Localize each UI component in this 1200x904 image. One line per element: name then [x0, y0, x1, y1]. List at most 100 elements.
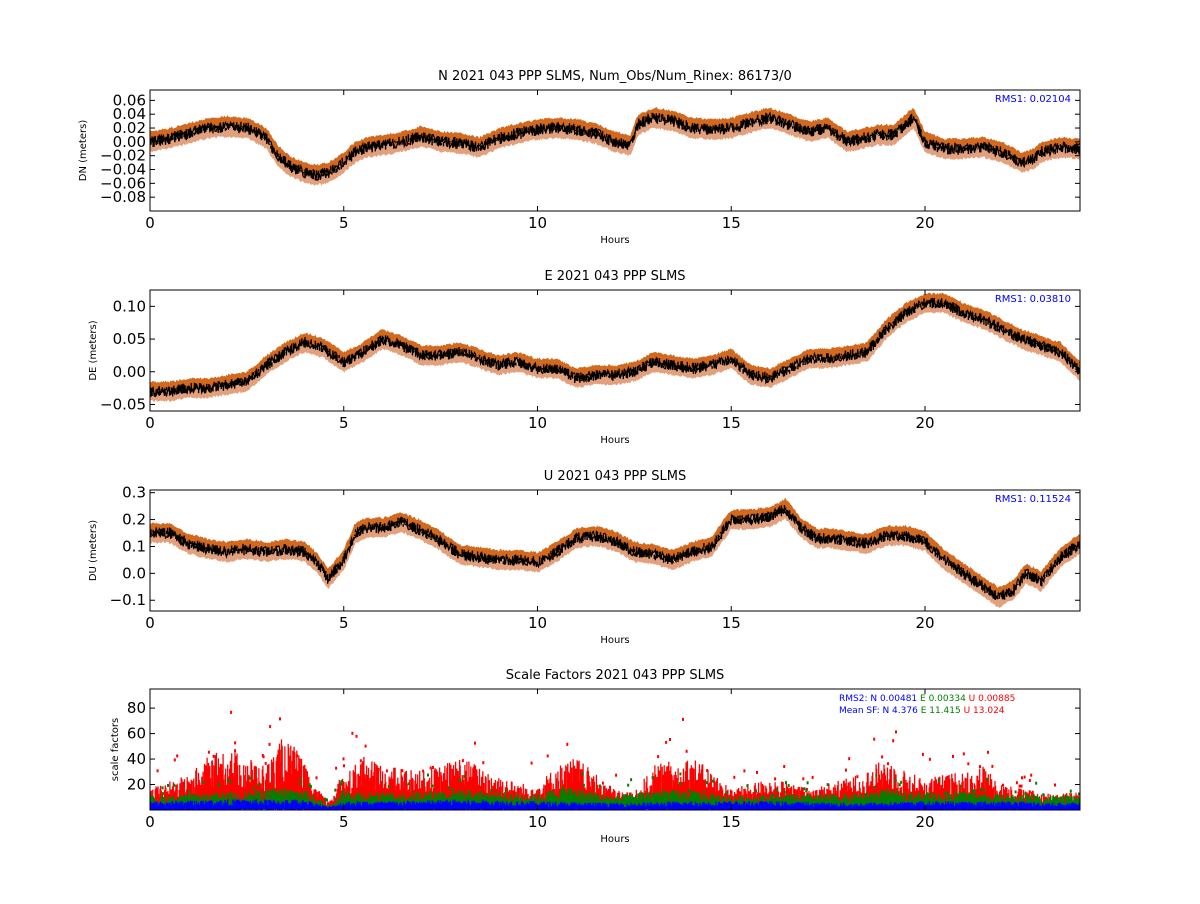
series-E-point	[1069, 789, 1072, 793]
series-U-point	[756, 771, 758, 774]
legend-entry: E 0.00334	[917, 694, 966, 704]
series-E-point	[1078, 792, 1080, 796]
series-U-point	[743, 769, 746, 773]
y-axis: 0.3 0.2 0.1 0.0 −0.1 DU (meters)	[88, 484, 1080, 609]
series-E-point	[983, 788, 985, 792]
series-U-point	[657, 755, 660, 759]
series-U-point	[156, 769, 159, 773]
x-tick-label: 10	[528, 614, 547, 632]
series-E-point	[973, 789, 976, 793]
series-E-point	[679, 782, 681, 785]
position-line	[150, 111, 1080, 181]
series-U-point	[682, 717, 684, 721]
series-E-point	[703, 790, 706, 794]
series-N	[150, 799, 1080, 810]
x-axis: 0 5 10 15 20 Hours	[145, 689, 935, 845]
series-E-point	[900, 780, 903, 784]
series-E-point	[986, 777, 988, 781]
series-U-point	[432, 766, 434, 769]
y-axis: 80 60 40 20 scale factors	[110, 699, 1080, 794]
y-tick-label: −0.08	[100, 188, 146, 206]
series-E-point	[188, 790, 190, 794]
series-E-point	[427, 773, 429, 777]
series-E-point	[746, 784, 749, 788]
y-tick-label: 0.05	[113, 330, 146, 348]
x-tick-label: 0	[145, 214, 155, 232]
series-U-point	[1030, 773, 1033, 777]
legend-entry: RMS2: N 0.00481	[839, 694, 917, 704]
x-axis-label: Hours	[600, 635, 629, 646]
y-axis: 0.060.040.020.00−0.02−0.04−0.06−0.08 DN (…	[78, 91, 1080, 206]
series-E-point	[340, 779, 343, 783]
series-U-point	[355, 734, 358, 738]
y-tick-label: 0.00	[113, 133, 146, 151]
series-E-point	[1024, 792, 1027, 796]
y-tick-label: 0.10	[113, 297, 146, 315]
subplot-4: 0 5 10 15 20 Hours 80 60 40 20 scale factors Scale …	[110, 668, 1081, 845]
y-axis-label: DU (meters)	[88, 520, 99, 581]
series-U-point	[845, 768, 847, 772]
legend-entry: U 13.024	[961, 706, 1005, 716]
series-E-point	[755, 789, 757, 793]
series-E-point	[407, 782, 410, 786]
series-E-point	[463, 774, 466, 778]
series-U-point	[774, 777, 777, 781]
y-tick-label: 0.0	[122, 564, 146, 582]
x-tick-label: 5	[339, 214, 349, 232]
series-U-point	[991, 764, 994, 768]
series-U-point	[665, 740, 668, 744]
plot-area	[150, 497, 1080, 608]
series-E-point	[459, 778, 462, 782]
series-U-point	[343, 764, 345, 768]
x-tick-label: 10	[528, 414, 547, 432]
series-U-point	[269, 725, 272, 729]
series-U-point	[385, 769, 388, 773]
series-E-point	[787, 784, 790, 788]
series-U-point	[1031, 790, 1034, 794]
series-U-point	[173, 758, 176, 762]
x-axis-label: Hours	[600, 834, 629, 845]
series-U-point	[1020, 784, 1023, 788]
series-E-point	[929, 792, 932, 795]
series-U-point	[207, 750, 210, 754]
y-tick-label: −0.05	[100, 395, 146, 413]
axes-frame	[149, 688, 1081, 811]
series-U-point	[1021, 776, 1023, 780]
series-U-point	[474, 741, 476, 745]
series-E-point	[324, 797, 327, 801]
series-E-point	[1042, 793, 1045, 797]
series-U-point	[461, 759, 464, 763]
series-U-point	[848, 757, 851, 761]
series-E-point	[944, 791, 947, 795]
x-tick-label: 0	[145, 813, 155, 831]
y-tick-label: −0.04	[100, 161, 146, 179]
series-U-point	[377, 768, 380, 771]
rms-label: RMS1: 0.02104	[995, 94, 1071, 105]
x-axis-label: Hours	[600, 235, 629, 246]
series-U-point	[892, 739, 895, 743]
series-U-point	[364, 744, 367, 748]
series-U-point	[262, 755, 265, 759]
x-axis: 0 5 10 15 20 Hours	[145, 490, 935, 646]
series-E-point	[873, 786, 876, 790]
plot-area	[150, 106, 1080, 186]
x-tick-label: 5	[339, 414, 349, 432]
series-E-point	[226, 778, 229, 782]
x-tick-label: 0	[145, 614, 155, 632]
series-E-point	[959, 784, 962, 788]
series-E-point	[803, 787, 806, 791]
series-E-point	[875, 773, 878, 777]
subplot-2: 0 5 10 15 20 Hours 0.10 0.05 0.00 −0.05 DE (meters…	[88, 269, 1081, 446]
y-axis-label: scale factors	[110, 718, 121, 781]
series-U-point	[234, 749, 236, 753]
series-U-point	[987, 750, 989, 754]
y-tick-label: 0.3	[122, 484, 146, 502]
x-tick-label: 15	[722, 414, 741, 432]
series-E-point	[582, 783, 585, 787]
series-E-point	[627, 783, 630, 787]
series-U-point	[946, 776, 949, 780]
x-tick-label: 20	[915, 813, 934, 831]
series-N-bars	[150, 799, 1080, 810]
plot-area	[150, 292, 1080, 403]
